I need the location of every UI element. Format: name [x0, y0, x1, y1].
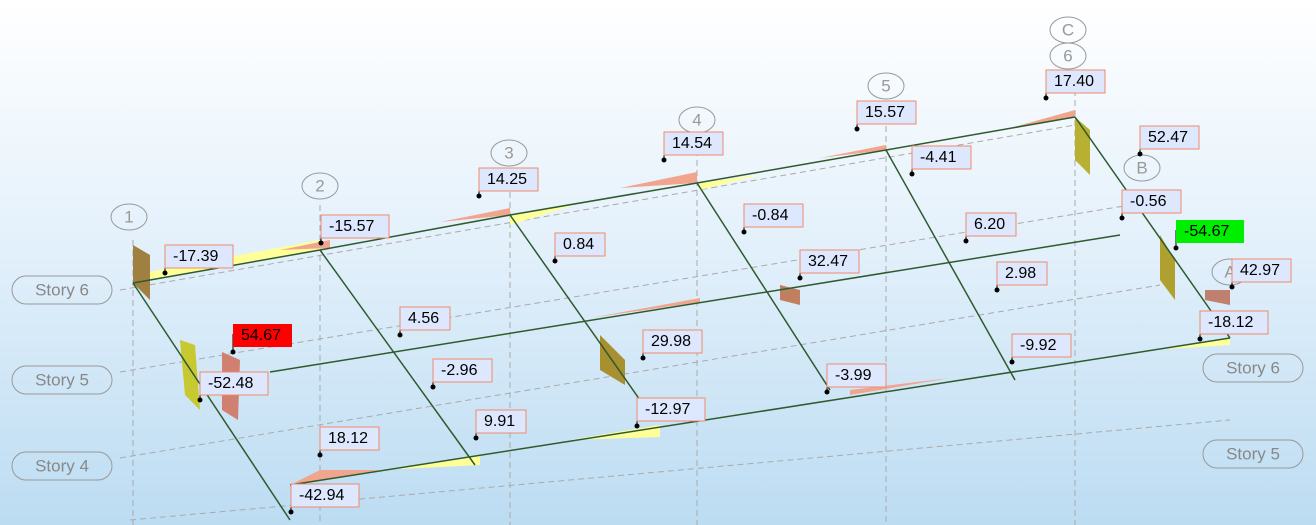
- grid-label: B: [1136, 158, 1147, 177]
- value-label: -3.99: [835, 367, 872, 384]
- grid-label: 6: [1063, 46, 1072, 65]
- story-tag: [1202, 439, 1304, 469]
- value-label: -18.12: [1208, 314, 1253, 331]
- value-box: [1199, 310, 1269, 335]
- value-box: [290, 483, 360, 508]
- value-label: 52.47: [1148, 129, 1188, 146]
- value-label: -42.94: [299, 487, 344, 504]
- value-label: -15.57: [329, 218, 374, 235]
- grid-bubble: [490, 139, 528, 167]
- value-label: 42.97: [1240, 262, 1280, 279]
- value-box: [554, 232, 606, 257]
- value-label: 4.56: [408, 310, 439, 327]
- story-label: Story 5: [35, 370, 89, 389]
- value-box: [478, 167, 539, 192]
- value-label: -0.84: [752, 207, 789, 224]
- value-box: [475, 409, 527, 434]
- value-box: [1139, 125, 1200, 150]
- value-label: 54.67: [241, 327, 281, 344]
- value-label: -0.56: [1130, 193, 1167, 210]
- grid-label: 1: [124, 207, 133, 226]
- story-tag: [11, 365, 113, 395]
- value-box: [1121, 189, 1182, 214]
- value-label: 15.57: [865, 104, 905, 121]
- story-label: Story 6: [1226, 358, 1280, 377]
- value-box: [799, 249, 860, 274]
- value-box: [856, 100, 917, 125]
- value-box: [199, 371, 269, 396]
- value-box: [1176, 220, 1244, 243]
- value-box: [642, 329, 703, 354]
- value-box: [663, 131, 724, 156]
- value-box: [399, 306, 451, 331]
- value-label: 32.47: [808, 253, 848, 270]
- value-label: -9.92: [1020, 337, 1057, 354]
- value-label: 0.84: [563, 236, 594, 253]
- value-label: 9.91: [484, 413, 515, 430]
- value-label: 14.25: [487, 171, 527, 188]
- value-label: 18.12: [328, 430, 368, 447]
- grid-label: 5: [881, 76, 890, 95]
- value-label: 29.98: [651, 333, 691, 350]
- grid-bubble: [867, 72, 905, 100]
- story-label: Story 5: [1226, 444, 1280, 463]
- grid-label: 3: [504, 143, 513, 162]
- story-tag: [1202, 353, 1304, 383]
- grid-label: 2: [315, 176, 324, 195]
- value-label: -2.96: [441, 362, 478, 379]
- value-label: 2.98: [1005, 265, 1036, 282]
- value-label: -17.39: [173, 248, 218, 265]
- value-box: [320, 214, 390, 239]
- value-box: [1011, 333, 1072, 358]
- value-box: [636, 397, 706, 422]
- value-label: -52.48: [208, 375, 253, 392]
- grid-bubble: [1049, 16, 1087, 44]
- story-tag: [11, 451, 113, 481]
- grid-bubble: [301, 172, 339, 200]
- value-label: 17.40: [1054, 73, 1094, 90]
- value-label: -12.97: [645, 401, 690, 418]
- story-label: Story 6: [35, 280, 89, 299]
- value-label: 14.54: [672, 135, 712, 152]
- story-label: Story 4: [35, 456, 89, 475]
- value-box: [743, 203, 804, 228]
- value-box: [1045, 69, 1106, 94]
- value-box: [826, 363, 887, 388]
- value-box: [996, 261, 1048, 286]
- value-label: -54.67: [1184, 223, 1229, 240]
- grid-label: 4: [692, 110, 701, 129]
- value-box: [164, 244, 234, 269]
- grid-bubble: [110, 203, 148, 231]
- value-label: -4.41: [920, 149, 957, 166]
- value-box: [965, 212, 1017, 237]
- value-box: [911, 145, 972, 170]
- value-box: [1231, 258, 1292, 283]
- value-box: [319, 426, 380, 451]
- value-label: 6.20: [974, 216, 1005, 233]
- grid-label: C: [1062, 20, 1074, 39]
- frame-members: [132, 116, 1231, 521]
- story-tag: [11, 275, 113, 305]
- value-box: [432, 358, 493, 383]
- value-box: [233, 324, 292, 347]
- moment-diagrams: [133, 110, 1230, 485]
